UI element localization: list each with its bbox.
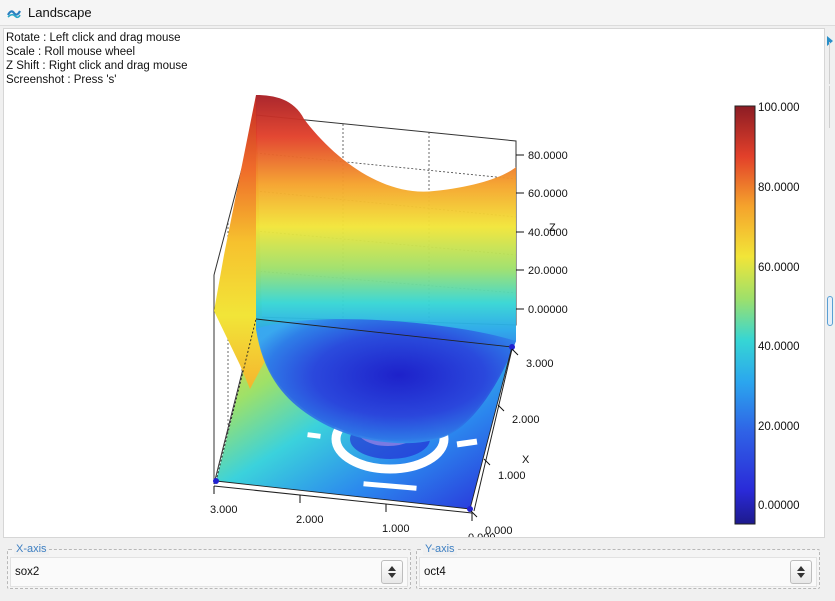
landscape-viewport[interactable]: 80.0000 60.0000 40.0000 20.0000 0.00000 … <box>3 28 825 538</box>
y-axis-group: Y-axis oct4 <box>416 543 820 589</box>
collapse-arrow-icon[interactable] <box>827 36 833 46</box>
x-tick-label: 1.000 <box>498 470 526 482</box>
y-axis: 3.000 2.000 1.000 0.000 <box>210 485 496 538</box>
z-axis: 80.0000 60.0000 40.0000 20.0000 0.00000 … <box>516 150 568 316</box>
up-down-arrows-icon <box>797 566 805 578</box>
surface-plot-3d[interactable]: 80.0000 60.0000 40.0000 20.0000 0.00000 … <box>4 29 825 538</box>
colorbar-label: 80.0000 <box>758 182 800 194</box>
z-axis-label: Z <box>549 222 556 234</box>
y-axis-spin-button[interactable] <box>790 560 812 584</box>
x-axis-label: X <box>522 454 530 466</box>
help-zshift: Z Shift : Right click and drag mouse <box>6 60 188 72</box>
z-tick-label: 80.0000 <box>528 150 568 162</box>
y-axis-select[interactable]: oct4 <box>419 557 817 587</box>
y-tick-label: 1.000 <box>382 523 410 535</box>
x-axis-spin-button[interactable] <box>381 560 403 584</box>
z-tick-label: 40.0000 <box>528 227 568 239</box>
y-tick-label: 0.000 <box>468 532 496 538</box>
y-axis-legend: Y-axis <box>423 543 457 555</box>
corner-dots <box>213 344 515 512</box>
y-tick-label: 3.000 <box>210 504 238 516</box>
title-bar: Landscape <box>0 0 835 26</box>
x-tick-label: 2.000 <box>512 414 540 426</box>
colorbar-gradient <box>734 105 756 525</box>
colorbar-label: 60.0000 <box>758 262 800 274</box>
vertical-scrollbar-handle[interactable] <box>827 296 833 326</box>
colorbar-label: 100.000 <box>758 102 800 114</box>
z-tick-label: 20.0000 <box>528 265 568 277</box>
window-title: Landscape <box>28 5 92 20</box>
colorbar-label: 20.0000 <box>758 421 800 433</box>
up-down-arrows-icon <box>388 566 396 578</box>
side-tab[interactable] <box>829 42 835 84</box>
side-tab[interactable] <box>829 86 835 128</box>
colorbar-label: 40.0000 <box>758 341 800 353</box>
surface-left-wall <box>214 95 266 389</box>
z-tick-label: 0.00000 <box>528 304 568 316</box>
x-axis: 3.000 2.000 1.000 0.000 X <box>470 348 554 537</box>
x-axis-select-value: sox2 <box>15 566 40 578</box>
x-axis-group: X-axis sox2 <box>7 543 411 589</box>
colorbar: 100.000 80.0000 60.0000 40.0000 20.0000 … <box>734 102 800 525</box>
x-axis-select[interactable]: sox2 <box>10 557 408 587</box>
help-rotate: Rotate : Left click and drag mouse <box>6 32 181 44</box>
y-axis-select-value: oct4 <box>424 566 446 578</box>
y-tick-label: 2.000 <box>296 514 324 526</box>
x-tick-label: 3.000 <box>526 358 554 370</box>
front-box-lines <box>213 318 513 510</box>
z-tick-label: 60.0000 <box>528 188 568 200</box>
landscape-app-icon <box>7 9 21 18</box>
help-screenshot: Screenshot : Press 's' <box>6 74 117 86</box>
x-tick-label: 0.000 <box>485 525 513 537</box>
right-side-panel <box>827 28 835 588</box>
surface-bowl <box>256 319 516 444</box>
colorbar-label: 0.00000 <box>758 500 800 512</box>
help-scale: Scale : Roll mouse wheel <box>6 46 136 58</box>
x-axis-legend: X-axis <box>14 543 49 555</box>
help-text: Rotate : Left click and drag mouse Scale… <box>6 31 188 87</box>
